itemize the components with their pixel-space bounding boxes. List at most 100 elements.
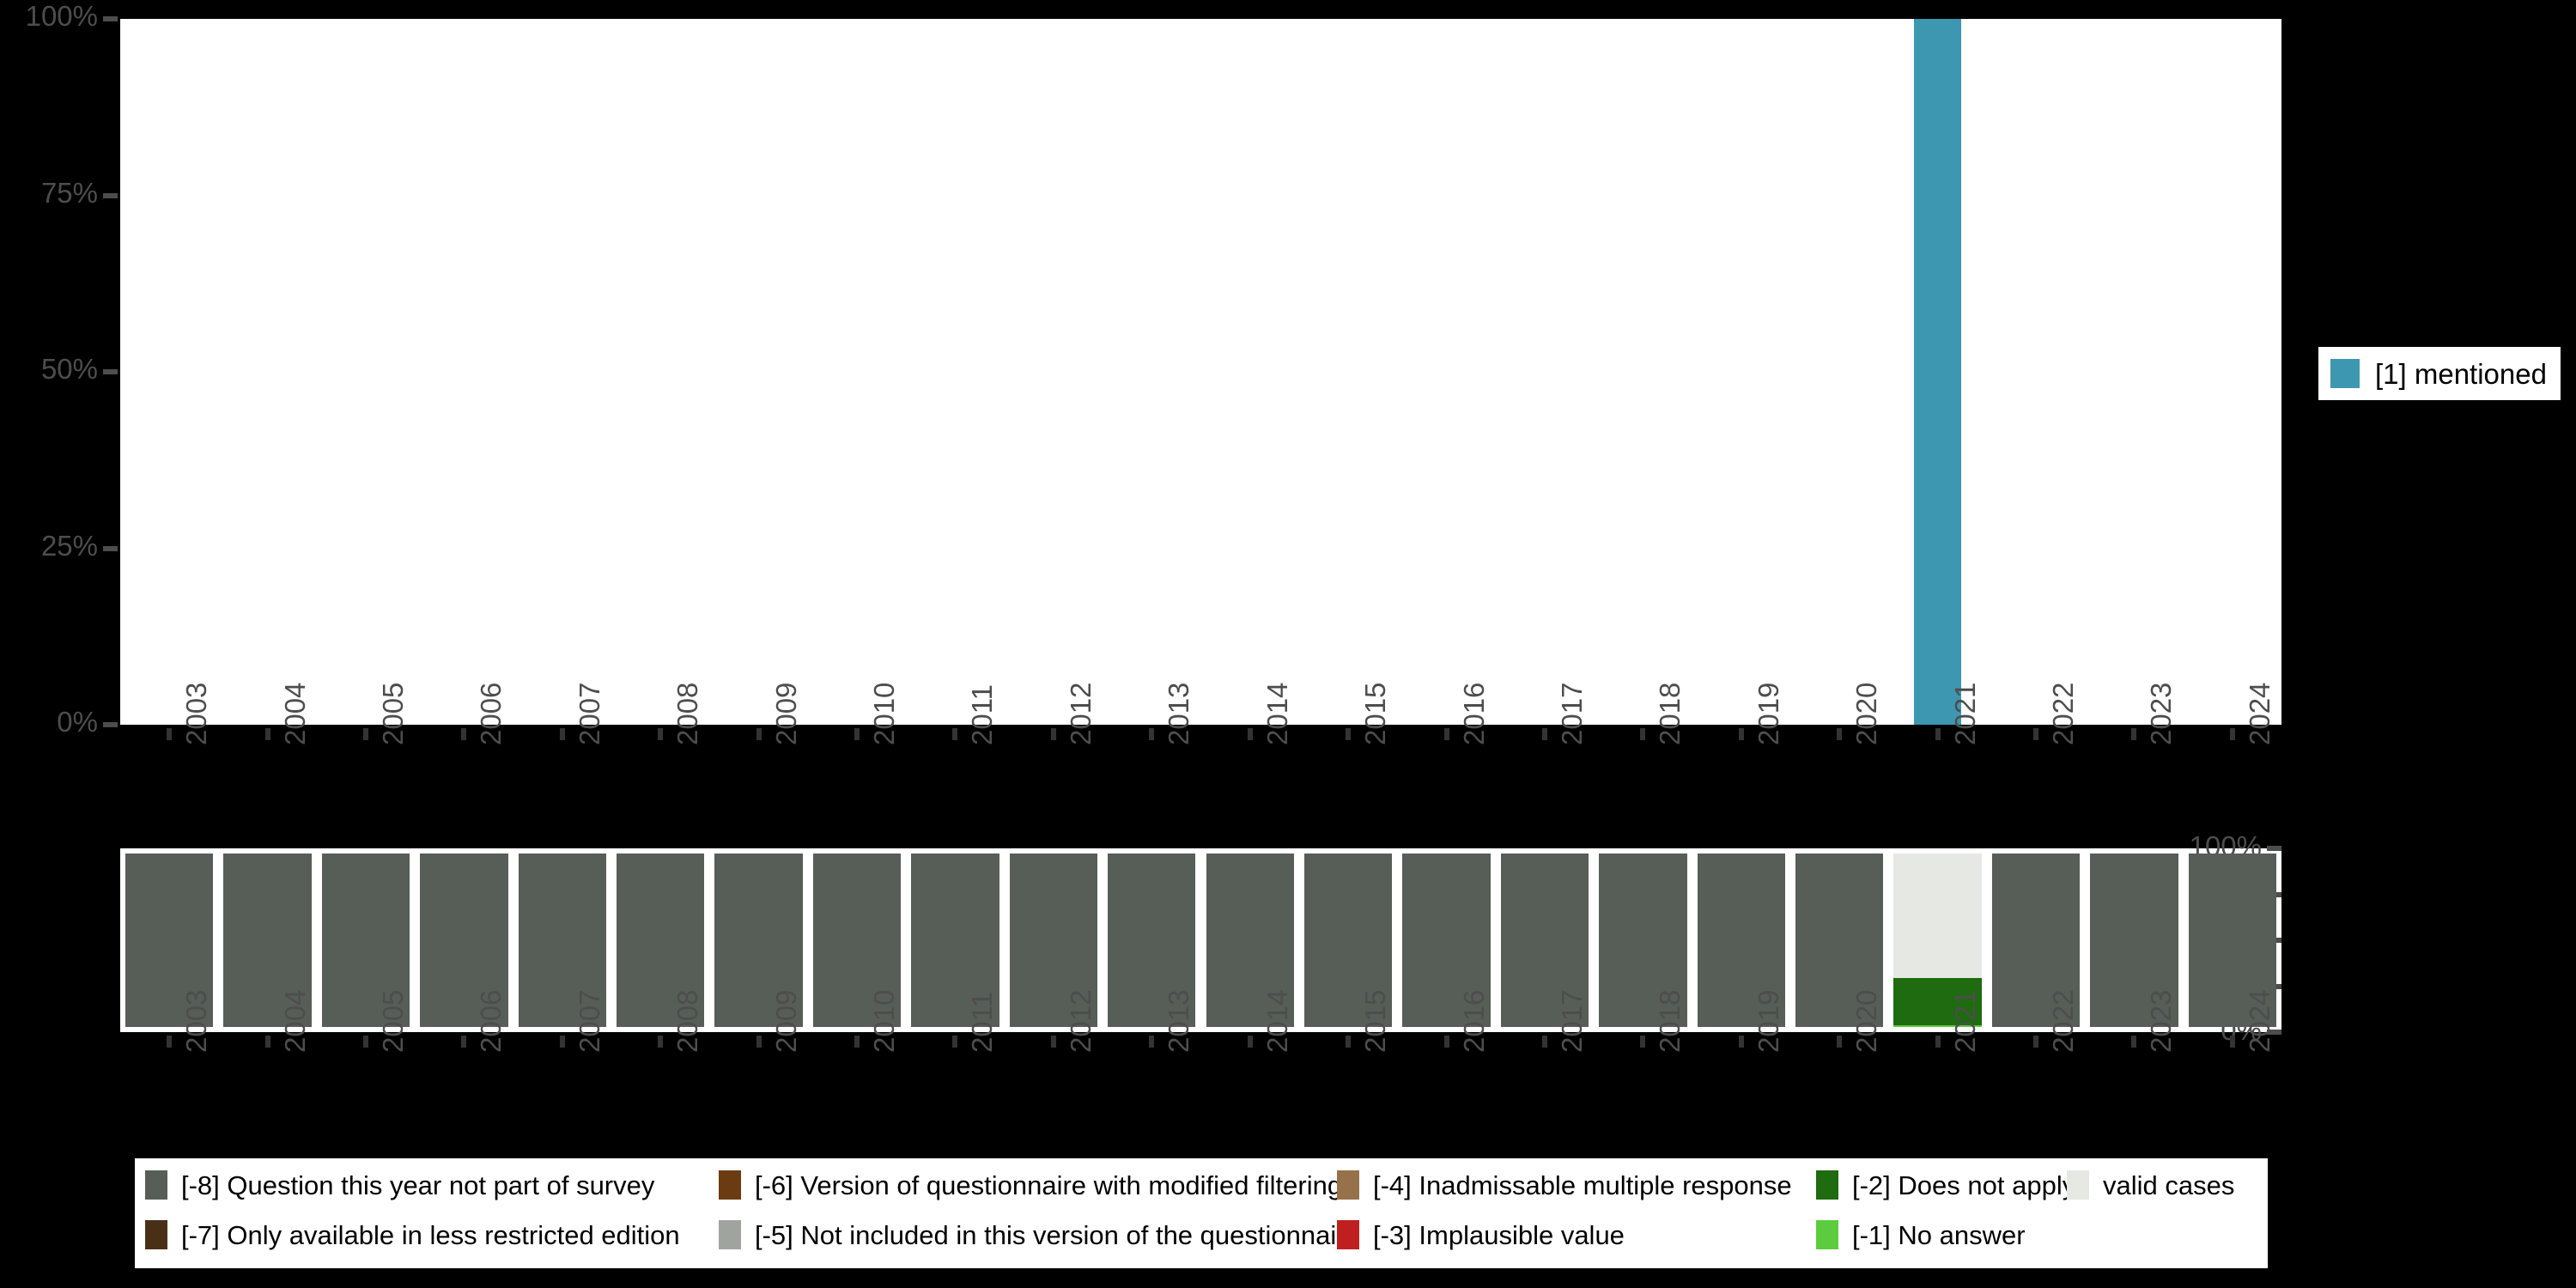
legend-item--2[interactable]: [-2] Does not apply	[1816, 1170, 2075, 1200]
legend-swatch--5	[719, 1220, 741, 1249]
cases-segment	[1893, 854, 1982, 979]
cases-x-tick-label: 2024	[2243, 989, 2275, 1053]
cases-segment	[1697, 854, 1785, 1027]
main-x-tick-mark	[1541, 728, 1547, 740]
cases-segment	[2090, 854, 2178, 1027]
cases-column[interactable]	[1303, 854, 1393, 1027]
cases-segment	[1402, 854, 1491, 1027]
cases-x-tick-mark	[1443, 1036, 1449, 1048]
cases-segment	[1206, 854, 1294, 1027]
cases-column[interactable]	[2090, 854, 2178, 1027]
main-x-tick-mark	[1346, 728, 1352, 740]
cases-x-tick-mark	[461, 1036, 467, 1048]
cases-chart: 100%75%50%25%0% 200320042005200620072008…	[120, 830, 2281, 1053]
main-x-tick-mark	[2131, 728, 2137, 740]
cases-column[interactable]	[1402, 854, 1491, 1027]
legend-item--6[interactable]: [-6] Version of questionnaire with modif…	[719, 1170, 1342, 1200]
cases-column[interactable]	[617, 854, 705, 1027]
cases-segment	[1893, 1024, 1982, 1027]
legend-swatch--4	[1337, 1170, 1359, 1200]
main-y-tick-mark	[103, 16, 118, 21]
legend-swatch--1	[1816, 1220, 1838, 1249]
legend-item-valid[interactable]: valid cases	[2067, 1170, 2234, 1200]
main-x-tick-mark	[2229, 728, 2235, 740]
cases-column[interactable]	[1795, 854, 1884, 1027]
cases-x-tick-label: 2018	[1654, 989, 1686, 1053]
cases-segment	[1795, 854, 1884, 1027]
main-x-tick-mark	[1149, 728, 1155, 740]
cases-segment	[1009, 854, 1098, 1027]
main-x-tick-mark	[1443, 728, 1449, 740]
main-x-tick-mark	[1837, 728, 1843, 740]
cases-x-tick-label: 2017	[1555, 989, 1588, 1053]
legend-swatch--7	[145, 1220, 167, 1249]
main-y-tick-label: 25%	[40, 529, 98, 562]
legend-label--7: [-7] Only available in less restricted e…	[181, 1219, 680, 1250]
cases-column[interactable]	[1697, 854, 1785, 1027]
cases-column[interactable]	[420, 854, 508, 1027]
main-bar[interactable]	[1914, 19, 1962, 725]
cases-x-tick-mark	[1640, 1036, 1646, 1048]
legend-item--1[interactable]: [-1] No answer	[1816, 1220, 2026, 1249]
cases-x-tick-label: 2015	[1359, 989, 1392, 1053]
legend-swatch--3	[1337, 1220, 1359, 1249]
cases-segment	[518, 854, 607, 1027]
cases-x-tick-label: 2008	[671, 989, 704, 1053]
cases-column[interactable]	[125, 854, 214, 1027]
cases-segment	[125, 854, 214, 1027]
legend-item--5[interactable]: [-5] Not included in this version of the…	[719, 1220, 1360, 1249]
cases-x-tick-mark	[1738, 1036, 1744, 1048]
cases-x-tick-mark	[363, 1036, 369, 1048]
cases-segment	[1991, 854, 2081, 1027]
cases-column[interactable]	[2188, 854, 2276, 1027]
cases-x-tick-label: 2003	[180, 989, 213, 1053]
cases-x-tick-label: 2020	[1850, 989, 1883, 1053]
cases-x-tick-label: 2005	[377, 989, 410, 1053]
cases-segment	[1599, 854, 1687, 1027]
series-legend[interactable]: [1] mentioned	[2318, 347, 2561, 400]
legend-item--4[interactable]: [-4] Inadmissable multiple response	[1337, 1170, 1792, 1200]
legend-item--8[interactable]: [-8] Question this year not part of surv…	[145, 1170, 654, 1200]
cases-column[interactable]	[911, 854, 999, 1027]
cases-column[interactable]	[223, 854, 312, 1027]
cases-column[interactable]	[1009, 854, 1098, 1027]
main-y-tick-mark	[103, 369, 118, 374]
cases-x-tick-mark	[1247, 1036, 1253, 1048]
cases-segment	[1893, 978, 1982, 1025]
cases-x-tick-mark	[1837, 1036, 1843, 1048]
cases-segment	[321, 854, 410, 1027]
main-y-tick-label: 75%	[40, 176, 98, 209]
legend-label--5: [-5] Not included in this version of the…	[755, 1219, 1360, 1250]
cases-column[interactable]	[1500, 854, 1589, 1027]
main-x-tick-mark	[658, 728, 664, 740]
cases-x-tick-label: 2016	[1457, 989, 1490, 1053]
main-x-tick-mark	[1247, 728, 1253, 740]
cases-x-tick-mark	[2032, 1036, 2038, 1048]
legend-item--3[interactable]: [-3] Implausible value	[1337, 1220, 1625, 1249]
main-y-tick-mark	[103, 192, 118, 198]
cases-column[interactable]	[812, 854, 902, 1027]
main-x-tick-mark	[264, 728, 270, 740]
cases-x-tick-label: 2023	[2145, 989, 2178, 1053]
cases-column[interactable]	[1991, 854, 2081, 1027]
cases-x-tick-mark	[1935, 1036, 1941, 1048]
cases-x-tick-label: 2012	[1064, 989, 1097, 1053]
legend-item--7[interactable]: [-7] Only available in less restricted e…	[145, 1220, 680, 1249]
cases-column[interactable]	[1599, 854, 1687, 1027]
cases-column[interactable]	[1206, 854, 1294, 1027]
cases-x-tick-mark	[854, 1036, 860, 1048]
cases-x-tick-mark	[756, 1036, 762, 1048]
cases-column[interactable]	[321, 854, 410, 1027]
cases-column[interactable]	[518, 854, 607, 1027]
cases-x-tick-label: 2006	[475, 989, 507, 1053]
cases-column[interactable]	[1108, 854, 1196, 1027]
cases-column[interactable]	[714, 854, 803, 1027]
cases-x-tick-label: 2007	[573, 989, 605, 1053]
cases-x-tick-mark	[167, 1036, 173, 1048]
cases-segment	[714, 854, 803, 1027]
missing-values-legend[interactable]: [-8] Question this year not part of surv…	[135, 1158, 2268, 1268]
cases-column[interactable]	[1893, 854, 1982, 1027]
main-y-tick-mark	[103, 722, 118, 727]
legend-label--1: [-1] No answer	[1852, 1219, 2026, 1250]
main-chart: 100% 75% 50% 25% 0% 2003 2004 2005 2006 2007 2008…	[26, 0, 2281, 745]
